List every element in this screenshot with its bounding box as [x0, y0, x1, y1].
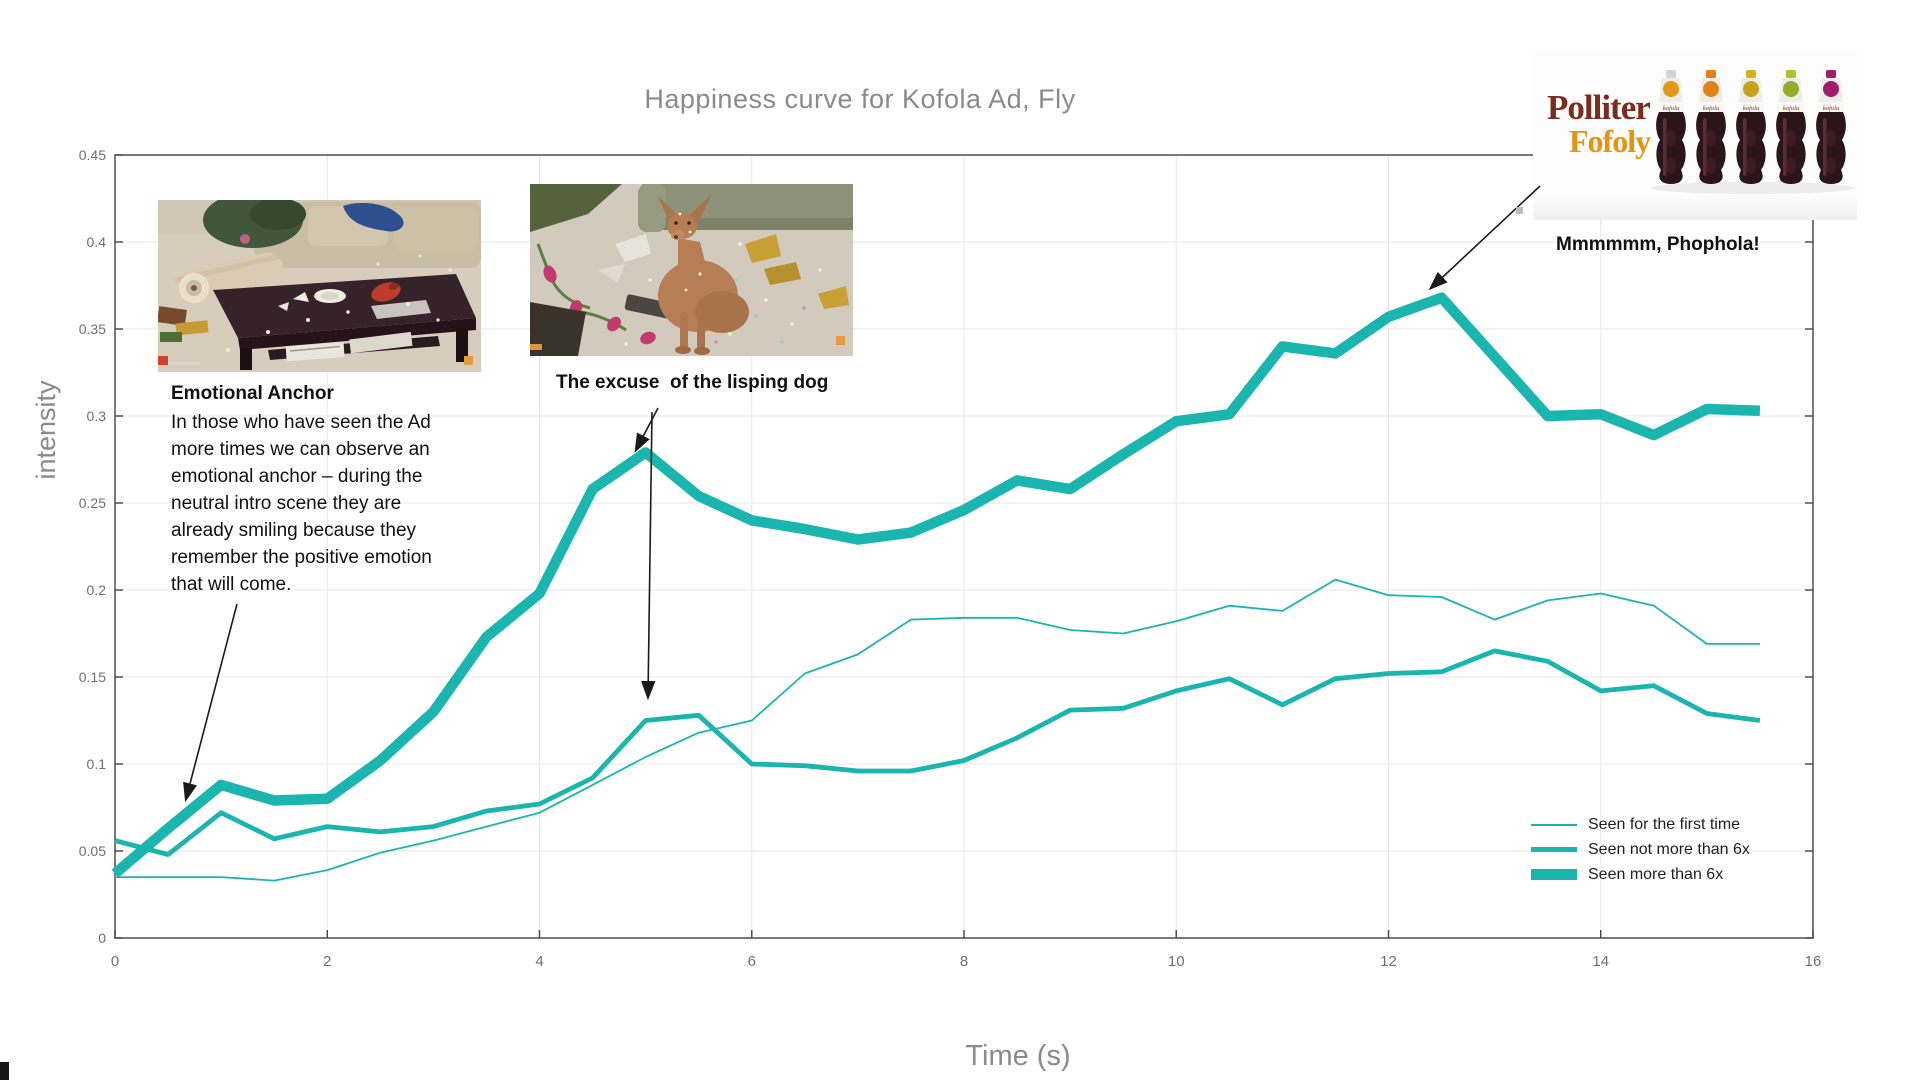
legend-line-thick-icon [1531, 869, 1577, 880]
x-tick-label: 2 [323, 953, 331, 970]
kofola-bottle: kofola [1736, 70, 1766, 184]
kofola-bottles-illustration: kofola kofola kofola kofola kofola [1651, 70, 1855, 194]
arrow-to-final-peak [1428, 185, 1541, 291]
y-tick-label: 0.4 [87, 234, 107, 250]
y-tick-label: 0.2 [87, 582, 107, 598]
series-line-medium [114, 648, 1761, 857]
arrow-to-medium-plateau [641, 411, 656, 701]
x-tick-label: 4 [535, 953, 543, 970]
y-tick-label: 0.15 [79, 669, 106, 685]
x-tick-label: 12 [1380, 953, 1397, 970]
x-tick-label: 14 [1592, 953, 1609, 970]
corner-artifact [0, 1062, 9, 1080]
x-tick-label: 16 [1805, 953, 1822, 970]
kofola-bottle: kofola [1656, 70, 1686, 184]
polliter-fofoly-logo-card: kofola kofola kofola kofola kofola Polliter … [1533, 50, 1857, 220]
series-line-thick [111, 292, 1761, 878]
kofola-bottle: kofola [1816, 70, 1846, 184]
y-tick-label: 0.1 [87, 756, 107, 772]
photo-watermark-icon [836, 336, 845, 345]
dog-caption: The excuse of the lisping dog [556, 372, 829, 393]
series-line-thin [115, 578, 1760, 882]
legend-line-medium-icon [1531, 847, 1577, 852]
x-tick-label: 10 [1168, 953, 1185, 970]
svg-text:kofola: kofola [1823, 105, 1839, 112]
svg-text:kofola: kofola [1663, 105, 1679, 112]
y-tick-label: 0.05 [79, 843, 106, 859]
legend-line-thin-icon [1531, 823, 1577, 826]
x-axis-label: Time (s) [965, 1040, 1071, 1072]
legend-label: Seen not more than 6x [1588, 840, 1750, 858]
x-tick-label: 0 [111, 953, 119, 970]
brand-logo: Polliter Fofoly [1547, 88, 1651, 159]
page-title: Happiness curve for Kofola Ad, Fly [644, 84, 1076, 114]
legend-item-not-more-6x: Seen not more than 6x [1531, 837, 1750, 862]
brand-name-top: Polliter [1547, 88, 1651, 127]
y-tick-label: 0.25 [79, 495, 106, 511]
phophola-caption: Mmmmmm, Phophola! [1556, 234, 1760, 255]
x-tick-label: 8 [960, 953, 968, 970]
svg-text:kofola: kofola [1703, 105, 1719, 112]
svg-text:kofola: kofola [1743, 105, 1759, 112]
kofola-bottle: kofola [1776, 70, 1806, 184]
lisping-dog-photo [530, 184, 853, 356]
arrow-to-emotional-anchor [183, 603, 238, 803]
x-tick-label: 6 [748, 953, 756, 970]
y-tick-label: 0 [98, 930, 106, 946]
chart-legend: Seen for the first time Seen not more th… [1531, 812, 1750, 887]
svg-text:kofola: kofola [1783, 105, 1799, 112]
legend-label: Seen for the first time [1588, 815, 1741, 833]
y-tick-label: 0.3 [87, 408, 107, 424]
legend-label: Seen more than 6x [1588, 865, 1724, 883]
y-tick-label: 0.45 [79, 147, 106, 163]
resize-handle-artifact [1516, 207, 1523, 214]
arrow-to-thick-peak [634, 407, 659, 453]
logo-floor-shade [1533, 194, 1857, 220]
photo-watermark-icon [464, 356, 473, 365]
legend-item-first-time: Seen for the first time [1531, 812, 1750, 837]
bottles-shadow [1651, 182, 1855, 194]
annotation-heading: Emotional Anchor [171, 383, 334, 404]
brand-name-bottom: Fofoly [1569, 123, 1651, 159]
annotation-body: In those who have seen the Ad more times… [171, 412, 432, 595]
kofola-bottle: kofola [1696, 70, 1726, 184]
legend-item-more-6x: Seen more than 6x [1531, 862, 1750, 887]
living-room-photo [158, 200, 481, 372]
y-tick-label: 0.35 [79, 321, 106, 337]
emotional-anchor-annotation: Emotional Anchor In those who have seen … [171, 383, 481, 598]
